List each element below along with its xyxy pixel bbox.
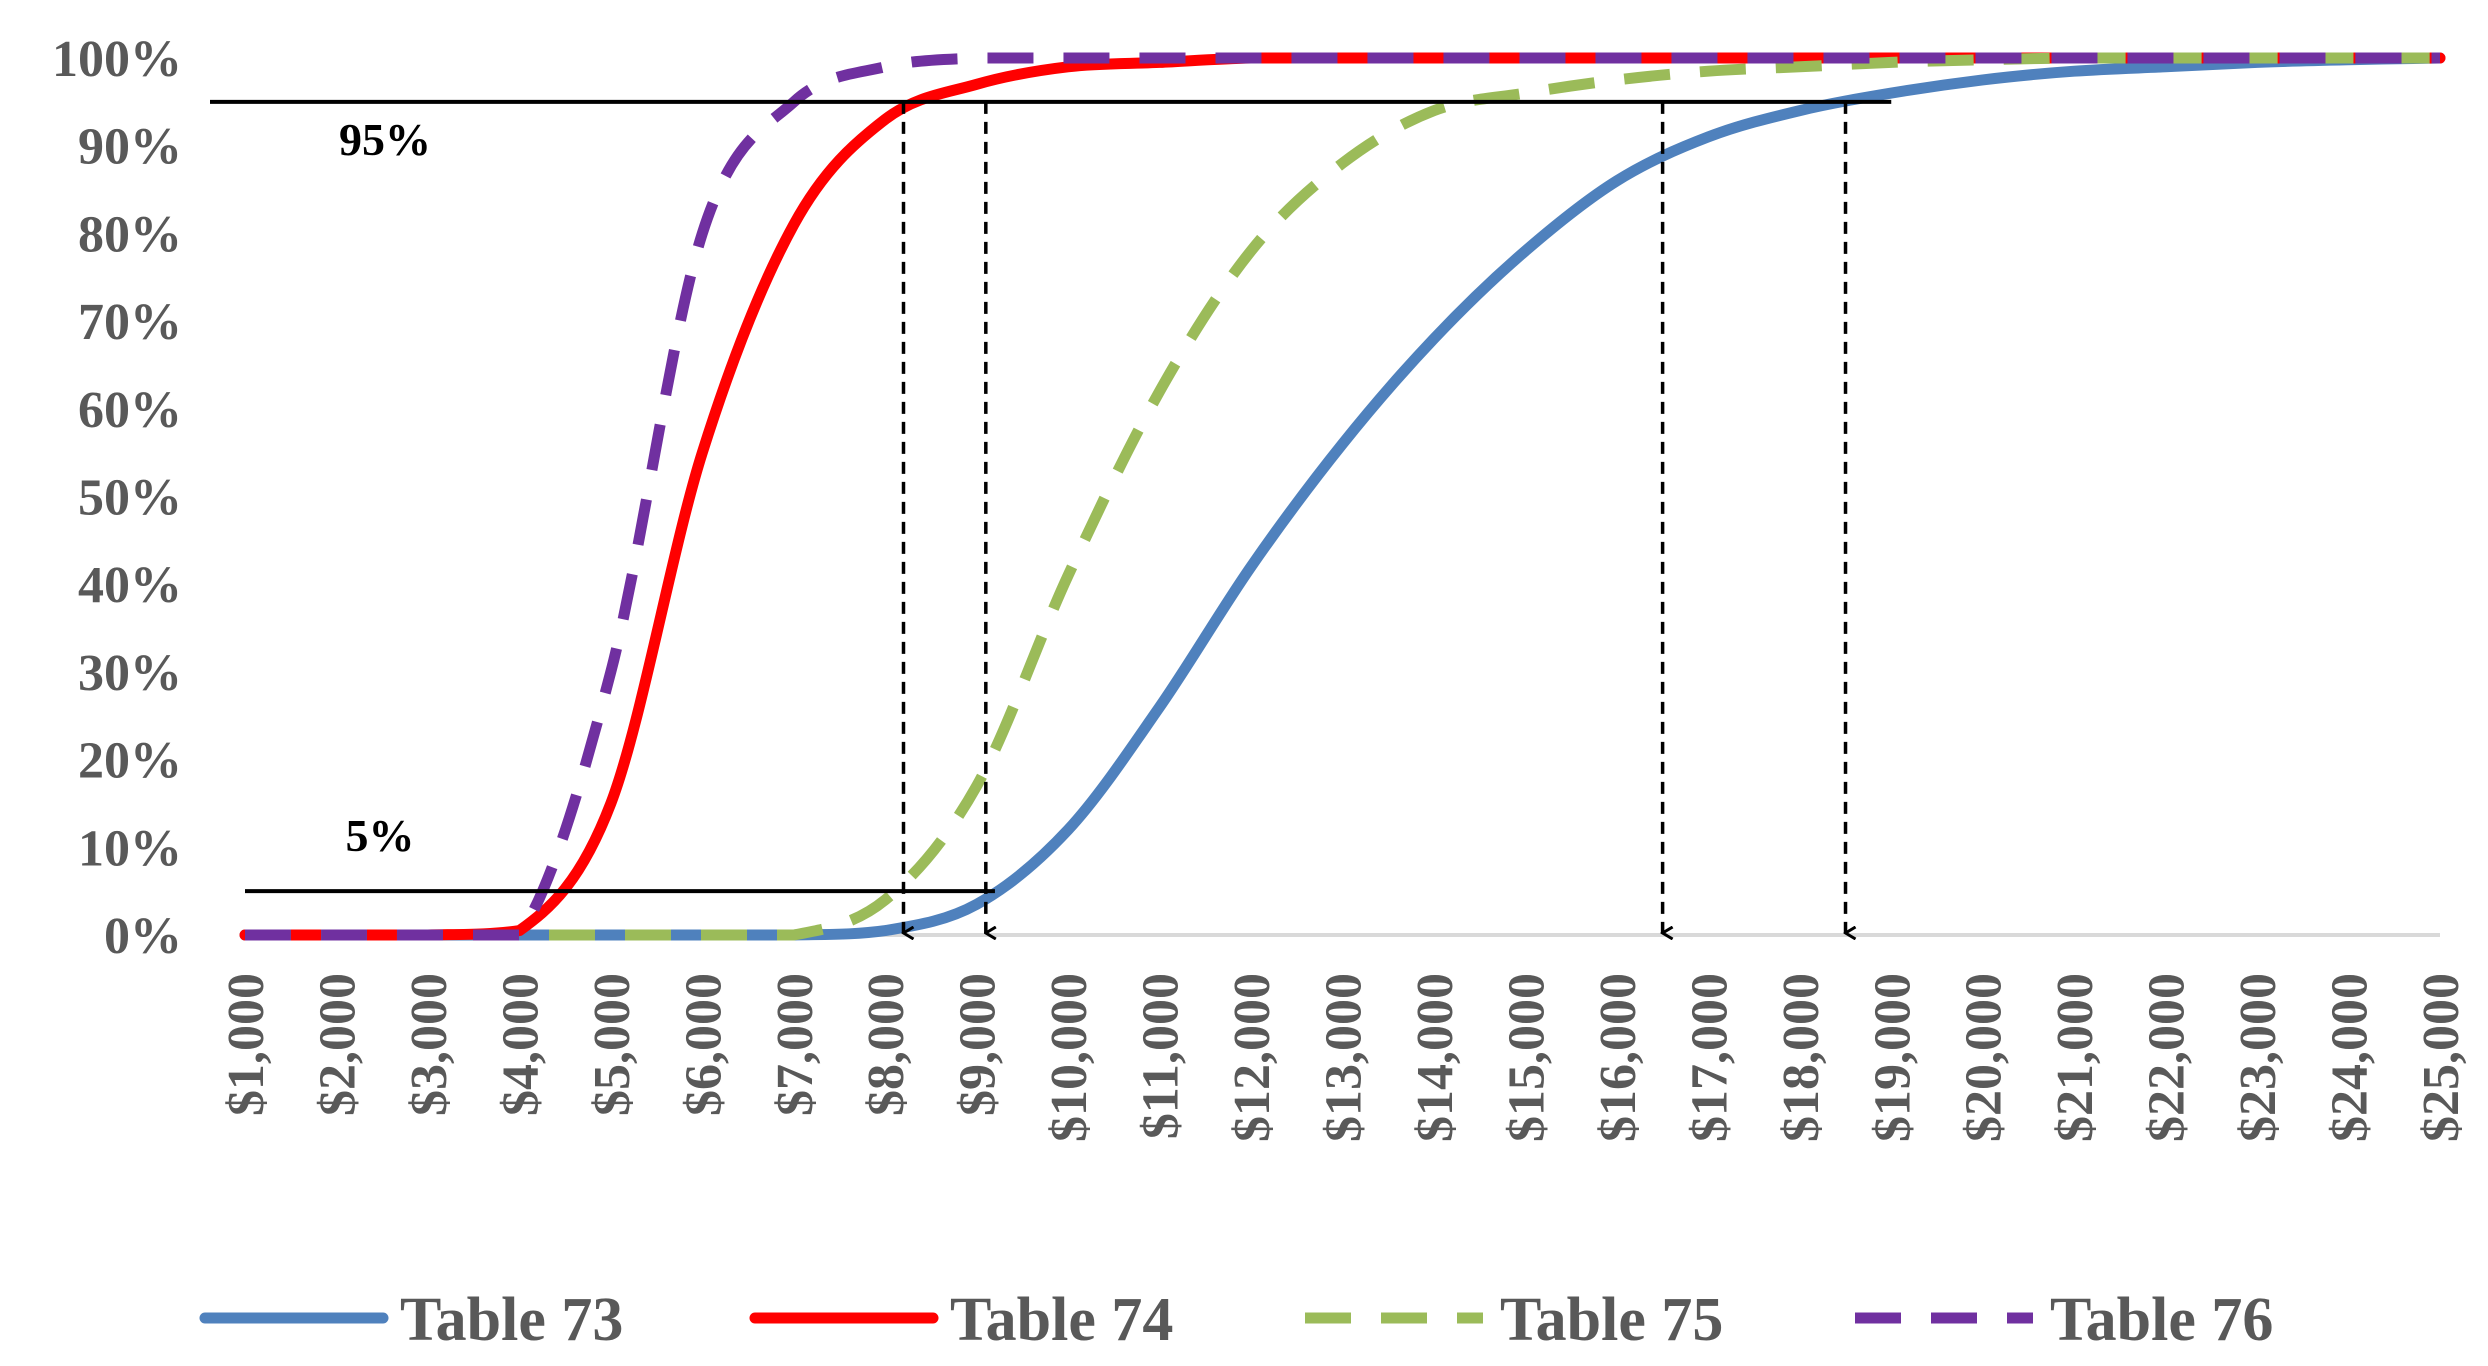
- y-tick-label: 10%: [78, 820, 182, 877]
- series-line-4: [245, 52, 2440, 941]
- x-tick-label: $12,000: [1224, 973, 1281, 1142]
- x-tick-label: $6,000: [675, 973, 732, 1116]
- x-tick-label: $20,000: [1956, 973, 2013, 1142]
- x-axis-tick-labels: $1,000 $2,000 $3,000 $4,000 $5,000 $6,000 $7,0…: [218, 973, 2470, 1142]
- x-tick-label: $9,000: [950, 973, 1007, 1116]
- x-tick-label: $2,000: [309, 973, 366, 1116]
- y-tick-label: 40%: [78, 557, 182, 614]
- y-tick-label: 50%: [78, 470, 182, 527]
- y-axis-tick-labels: 0% 10% 20% 30% 40% 50% 60% 70% 80% 90% 100%: [52, 31, 182, 965]
- x-tick-label: $16,000: [1590, 973, 1647, 1142]
- y-tick-label: 80%: [78, 206, 182, 263]
- reference-label-2: 5%: [346, 810, 415, 861]
- y-tick-label: 20%: [78, 733, 182, 790]
- x-tick-label: $10,000: [1041, 973, 1098, 1142]
- y-tick-label: 30%: [78, 645, 182, 702]
- x-tick-label: $18,000: [1773, 973, 1830, 1142]
- x-tick-label: $8,000: [858, 973, 915, 1116]
- x-tick-label: $4,000: [492, 973, 549, 1116]
- legend-label-4: Table 76: [2050, 1286, 2273, 1354]
- x-tick-label: $13,000: [1316, 973, 1373, 1142]
- legend: Table 73 Table 74 Table 75 Table 76: [199, 1286, 2273, 1354]
- reference-label-1: 95%: [339, 114, 431, 165]
- series-lines: [239, 52, 2446, 941]
- x-tick-label: $24,000: [2322, 973, 2379, 1142]
- x-tick-label: $5,000: [584, 973, 641, 1116]
- x-tick-label: $21,000: [2047, 973, 2104, 1142]
- x-tick-label: $7,000: [767, 973, 824, 1116]
- drop-arrows: [904, 101, 1846, 933]
- x-tick-label: $1,000: [218, 973, 275, 1116]
- series-line-3: [245, 52, 2440, 941]
- y-tick-label: 100%: [52, 31, 182, 88]
- x-tick-label: $11,000: [1133, 973, 1190, 1139]
- x-tick-label: $22,000: [2139, 973, 2196, 1142]
- x-tick-label: $14,000: [1407, 973, 1464, 1142]
- legend-label-1: Table 73: [400, 1286, 623, 1354]
- x-tick-label: $15,000: [1498, 973, 1555, 1142]
- legend-label-2: Table 74: [950, 1286, 1173, 1354]
- y-tick-label: 90%: [78, 119, 182, 176]
- x-tick-label: $25,000: [2413, 973, 2470, 1142]
- x-tick-label: $19,000: [1864, 973, 1921, 1142]
- y-tick-label: 0%: [104, 908, 182, 965]
- y-tick-label: 60%: [78, 382, 182, 439]
- x-tick-label: $3,000: [401, 973, 458, 1116]
- reference-lines: 95% 5%: [210, 99, 1892, 894]
- x-tick-label: $17,000: [1681, 973, 1738, 1142]
- y-tick-label: 70%: [78, 294, 182, 351]
- legend-label-3: Table 75: [1500, 1286, 1723, 1354]
- x-tick-label: $23,000: [2230, 973, 2287, 1142]
